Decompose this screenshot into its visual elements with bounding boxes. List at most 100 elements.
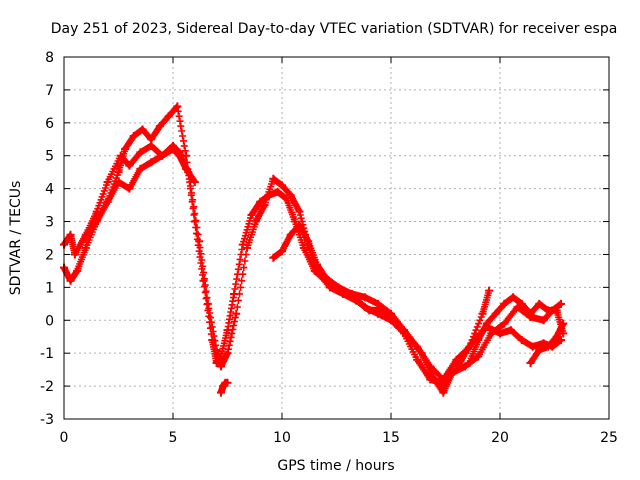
data-point xyxy=(312,260,321,269)
data-point xyxy=(509,293,518,302)
data-point xyxy=(465,359,474,368)
data-point xyxy=(478,309,487,318)
series-track-E xyxy=(216,378,232,397)
data-point xyxy=(485,286,494,295)
data-point xyxy=(513,303,522,312)
series-track-D xyxy=(81,145,199,242)
data-point xyxy=(373,309,382,318)
data-point xyxy=(543,306,552,315)
data-point xyxy=(413,355,422,364)
data-point xyxy=(223,378,232,387)
data-point xyxy=(81,243,90,252)
data-point xyxy=(158,151,167,160)
data-point xyxy=(136,164,145,173)
x-axis-label: GPS time / hours xyxy=(277,458,394,474)
data-point xyxy=(190,178,199,187)
data-point xyxy=(325,283,334,292)
data-point xyxy=(295,220,304,229)
data-point xyxy=(500,299,509,308)
data-point xyxy=(247,210,256,219)
data-point xyxy=(417,349,426,358)
data-point xyxy=(291,217,300,226)
data-point xyxy=(212,345,221,354)
y-tick-label: -3 xyxy=(40,412,54,428)
data-markers xyxy=(60,102,568,397)
data-point xyxy=(199,276,208,285)
data-point xyxy=(81,234,90,242)
data-point xyxy=(195,237,204,246)
data-point xyxy=(360,293,369,302)
data-point xyxy=(278,247,286,256)
data-point xyxy=(500,319,509,328)
data-point xyxy=(251,217,260,226)
plot-frame xyxy=(63,56,610,420)
series-track-F xyxy=(465,293,568,368)
x-tick-label: 20 xyxy=(491,430,509,446)
data-point xyxy=(232,309,241,318)
grid-lines xyxy=(64,57,609,419)
y-tick-label: 3 xyxy=(45,215,54,231)
data-point xyxy=(506,326,515,335)
data-point xyxy=(373,299,382,308)
y-tick-label: 8 xyxy=(45,50,54,66)
marker-path xyxy=(60,102,493,383)
series-track-A xyxy=(60,102,494,384)
chart-title: Day 251 of 2023, Sidereal Day-to-day VTE… xyxy=(51,21,618,37)
data-point xyxy=(528,342,537,351)
data-point xyxy=(347,289,356,298)
data-point xyxy=(216,362,225,371)
data-point xyxy=(517,299,526,308)
data-point xyxy=(182,164,191,173)
data-point xyxy=(559,319,568,328)
data-point xyxy=(452,365,461,374)
data-point xyxy=(557,336,566,345)
data-point xyxy=(121,145,130,154)
x-tick-label: 15 xyxy=(382,430,400,446)
series-track-C xyxy=(269,220,566,387)
data-point xyxy=(269,253,278,262)
y-tick-label: 7 xyxy=(45,83,54,99)
data-point xyxy=(543,342,552,351)
data-point xyxy=(557,299,566,308)
data-point xyxy=(116,151,125,160)
data-point xyxy=(526,309,535,318)
data-point xyxy=(129,131,138,140)
data-point xyxy=(66,230,75,239)
data-point xyxy=(439,388,448,397)
data-point xyxy=(70,250,79,259)
data-point xyxy=(66,276,75,285)
data-point xyxy=(125,161,134,170)
data-point xyxy=(260,201,269,210)
data-point xyxy=(269,174,278,183)
data-point xyxy=(164,112,173,121)
data-point xyxy=(400,329,409,338)
data-point xyxy=(136,148,145,157)
y-tick-label: 2 xyxy=(45,247,54,263)
data-point xyxy=(552,306,561,315)
x-tick-label: 0 xyxy=(60,430,69,446)
data-point xyxy=(114,178,123,187)
data-point xyxy=(295,207,304,216)
data-point xyxy=(535,299,544,308)
data-point xyxy=(360,303,369,312)
data-point xyxy=(491,309,500,318)
data-point xyxy=(539,316,548,325)
data-point xyxy=(173,102,182,111)
data-point xyxy=(73,266,82,275)
data-point xyxy=(461,349,470,358)
data-point xyxy=(169,145,177,154)
data-point xyxy=(474,336,483,345)
data-point xyxy=(304,237,313,246)
data-point xyxy=(286,191,295,200)
y-tick-label: -2 xyxy=(40,379,54,395)
y-tick-label: 0 xyxy=(45,313,54,329)
y-tick-label: 4 xyxy=(45,182,54,198)
x-tick-label: 25 xyxy=(600,430,618,446)
data-point xyxy=(517,336,526,345)
y-tick-label: 5 xyxy=(45,149,54,165)
data-point xyxy=(552,332,561,341)
y-tick-label: 1 xyxy=(45,280,54,296)
data-point xyxy=(286,230,295,239)
data-point xyxy=(103,178,112,187)
